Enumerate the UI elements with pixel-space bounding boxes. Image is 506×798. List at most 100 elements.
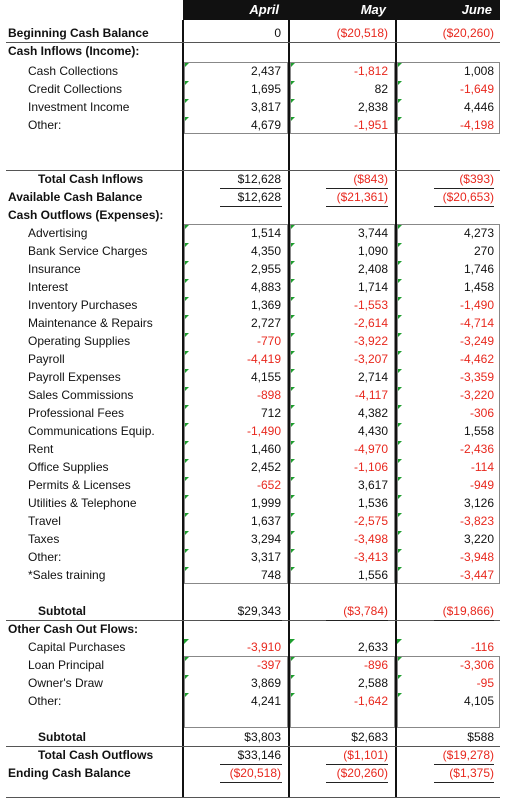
value-cell[interactable]: -4,462 [459, 352, 494, 366]
value-cell[interactable] [289, 42, 394, 60]
value-cell[interactable]: $12,628 [237, 172, 281, 186]
row-label[interactable]: *Sales training [28, 568, 106, 582]
row-label[interactable]: Investment Income [28, 100, 130, 114]
value-cell[interactable]: -3,359 [459, 370, 494, 384]
row-label[interactable]: Bank Service Charges [28, 244, 148, 258]
value-cell[interactable]: -4,198 [459, 118, 494, 132]
value-cell[interactable]: $588 [467, 730, 494, 744]
value-cell[interactable]: -3,498 [353, 532, 388, 546]
row-label[interactable]: Subtotal [38, 730, 86, 744]
value-cell[interactable]: -4,117 [354, 388, 388, 402]
value-cell[interactable]: -116 [470, 640, 494, 654]
month-header-june[interactable]: June [461, 2, 492, 17]
value-cell[interactable]: -3,249 [459, 334, 494, 348]
value-cell[interactable]: 1,746 [463, 262, 494, 276]
value-cell[interactable]: ($843) [353, 172, 388, 186]
value-cell[interactable]: $33,146 [237, 748, 281, 762]
row-label[interactable]: Utilities & Telephone [28, 496, 137, 510]
value-cell[interactable]: -3,447 [459, 568, 494, 582]
value-cell[interactable]: 712 [260, 406, 281, 420]
row-label[interactable]: Capital Purchases [28, 640, 126, 654]
value-cell[interactable]: 1,090 [357, 244, 388, 258]
row-label[interactable]: Cash Outflows (Expenses): [8, 208, 164, 222]
value-cell[interactable]: 3,294 [250, 532, 281, 546]
value-cell[interactable]: -1,951 [353, 118, 388, 132]
value-cell[interactable] [183, 42, 287, 60]
row-label[interactable]: Communications Equip. [28, 424, 155, 438]
value-cell[interactable]: -3,413 [353, 550, 388, 564]
value-cell[interactable]: -2,575 [353, 514, 388, 528]
value-cell[interactable]: -1,106 [353, 460, 388, 474]
value-cell[interactable]: 4,679 [250, 118, 281, 132]
row-label[interactable]: Rent [28, 442, 54, 456]
value-cell[interactable]: ($19,866) [442, 604, 494, 618]
row-label[interactable]: Beginning Cash Balance [8, 26, 149, 40]
value-cell[interactable]: 2,727 [250, 316, 281, 330]
value-cell[interactable] [396, 584, 500, 602]
value-cell[interactable] [183, 620, 287, 638]
row-label[interactable]: Total Cash Outflows [38, 748, 154, 762]
value-cell[interactable]: -949 [469, 478, 494, 492]
value-cell[interactable]: 3,220 [463, 532, 494, 546]
value-cell[interactable]: -3,220 [459, 388, 494, 402]
value-cell[interactable] [183, 584, 287, 602]
value-cell[interactable]: -306 [469, 406, 494, 420]
value-cell[interactable]: -2,436 [459, 442, 494, 456]
row-label[interactable]: Available Cash Balance [8, 190, 143, 204]
row-label[interactable]: Taxes [28, 532, 60, 546]
value-cell[interactable]: -3,948 [459, 550, 494, 564]
value-cell[interactable]: 1,714 [357, 280, 388, 294]
row-label[interactable]: Other: [28, 118, 62, 132]
value-cell[interactable]: ($20,260) [442, 26, 494, 40]
value-cell[interactable]: 270 [473, 244, 494, 258]
row-label[interactable]: Payroll [28, 352, 65, 366]
value-cell[interactable]: -2,614 [353, 316, 388, 330]
row-label[interactable]: Subtotal [38, 604, 86, 618]
value-cell[interactable]: ($21,361) [336, 190, 388, 204]
value-cell[interactable]: ($20,260) [336, 766, 388, 780]
value-cell[interactable]: 1,558 [463, 424, 494, 438]
value-cell[interactable]: 3,126 [463, 496, 494, 510]
row-label[interactable]: Permits & Licenses [28, 478, 131, 492]
value-cell[interactable]: 1,460 [250, 442, 281, 456]
value-cell[interactable]: -1,649 [459, 82, 494, 96]
row-label[interactable]: Loan Principal [28, 658, 105, 672]
value-cell[interactable]: ($393) [459, 172, 494, 186]
value-cell[interactable]: 2,588 [357, 676, 388, 690]
value-cell[interactable]: -1,490 [246, 424, 281, 438]
value-cell[interactable]: -397 [256, 658, 281, 672]
value-cell[interactable]: ($20,518) [336, 26, 388, 40]
value-cell[interactable]: 748 [260, 568, 281, 582]
value-cell[interactable]: 4,273 [463, 226, 494, 240]
value-cell[interactable]: 1,008 [463, 64, 494, 78]
value-cell[interactable] [396, 620, 500, 638]
row-label[interactable]: Insurance [28, 262, 81, 276]
value-cell[interactable]: 3,317 [250, 550, 281, 564]
value-cell[interactable] [183, 152, 287, 170]
value-cell[interactable]: -4,714 [459, 316, 494, 330]
value-cell[interactable]: -4,419 [246, 352, 281, 366]
value-cell[interactable]: 1,695 [250, 82, 281, 96]
value-cell[interactable]: $29,343 [237, 604, 281, 618]
value-cell[interactable]: 4,430 [357, 424, 388, 438]
value-cell[interactable]: -1,812 [353, 64, 388, 78]
value-cell[interactable] [183, 206, 287, 224]
value-cell[interactable]: -95 [476, 676, 494, 690]
row-label[interactable]: Ending Cash Balance [8, 766, 131, 780]
value-cell[interactable]: -114 [470, 460, 494, 474]
value-cell[interactable]: -652 [256, 478, 281, 492]
value-cell[interactable]: 2,955 [250, 262, 281, 276]
value-cell[interactable]: ($3,784) [343, 604, 388, 618]
value-cell[interactable]: 0 [274, 26, 281, 40]
value-cell[interactable]: 3,869 [250, 676, 281, 690]
row-label[interactable]: Credit Collections [28, 82, 123, 96]
value-cell[interactable] [289, 584, 394, 602]
row-label[interactable] [28, 584, 203, 602]
value-cell[interactable]: $2,683 [351, 730, 388, 744]
value-cell[interactable]: -1,642 [353, 694, 388, 708]
value-cell[interactable]: -4,970 [353, 442, 388, 456]
value-cell[interactable]: 1,514 [250, 226, 281, 240]
row-label[interactable]: Other: [28, 550, 62, 564]
value-cell[interactable]: ($1,101) [343, 748, 388, 762]
row-label[interactable]: Office Supplies [28, 460, 109, 474]
